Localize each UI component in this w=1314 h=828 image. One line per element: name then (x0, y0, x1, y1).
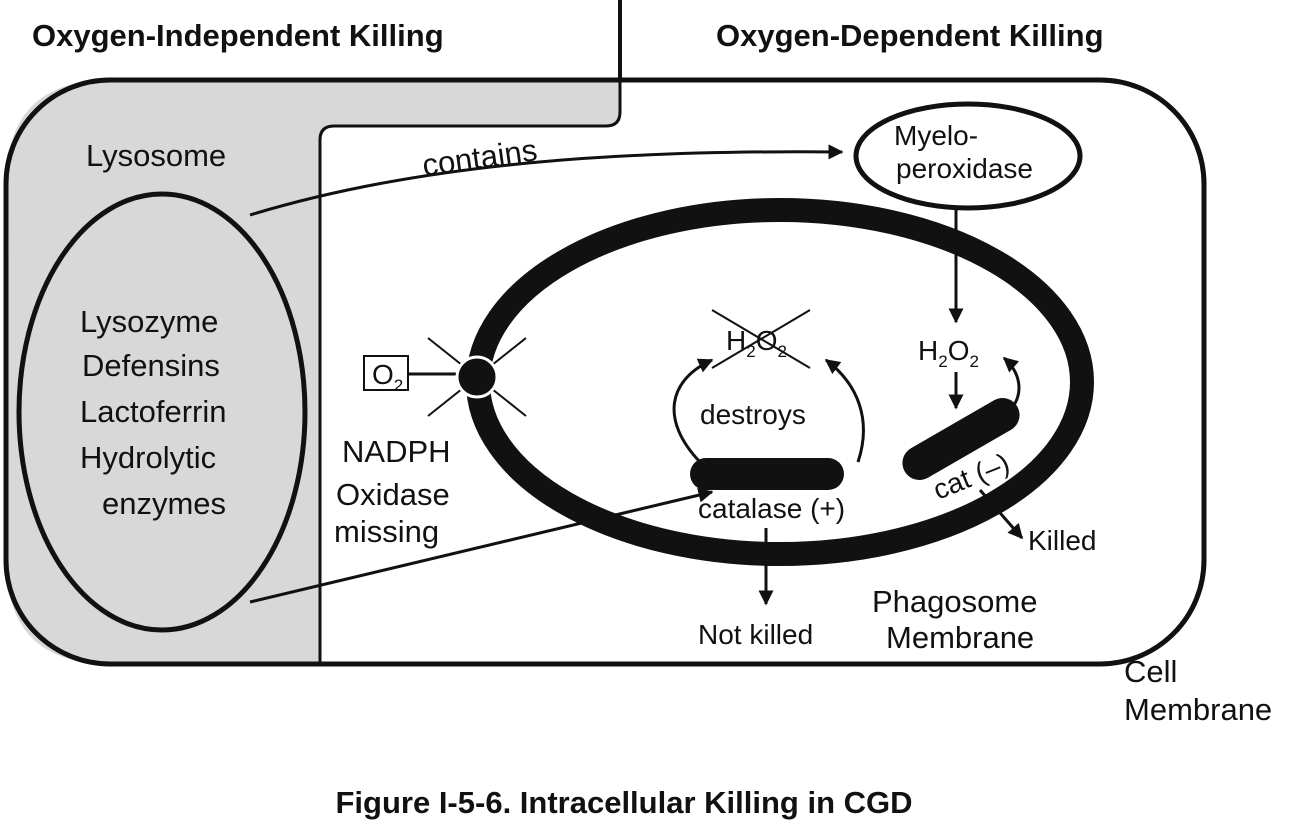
oxidase-label: Oxidase (336, 477, 450, 512)
content-enzymes: enzymes (102, 486, 226, 521)
content-defensins: Defensins (82, 348, 220, 383)
nadph-oxidase-icon (455, 355, 499, 399)
oxygen-dependent-header: Oxygen-Dependent Killing (716, 18, 1104, 53)
lysosome-region (6, 80, 620, 664)
killed-label: Killed (1028, 525, 1096, 556)
killed-arrow (978, 489, 1024, 540)
myeloperoxidase-ellipse (853, 101, 1083, 211)
o2-symbol: O2 (372, 359, 403, 395)
h2o2-label: H2O2 (918, 335, 979, 371)
granule-ellipse (16, 191, 308, 633)
lysosome-label: Lysosome (86, 138, 226, 173)
catalase-left-curve-arrow (672, 358, 714, 464)
myeloperoxidase-line2: peroxidase (896, 153, 1033, 184)
not-killed-label: Not killed (698, 619, 813, 650)
catalase-positive-bacterium (690, 458, 844, 490)
catalase-right-curve-arrow (824, 358, 865, 463)
myeloperoxidase-line1: Myelo- (894, 120, 978, 151)
catalase-negative-bacterium (902, 398, 1020, 480)
contains-arrow (249, 144, 844, 217)
figure-caption: Figure I-5-6. Intracellular Killing in C… (335, 785, 912, 820)
catalase-positive-label: catalase (+) (698, 493, 845, 524)
destroys-label: destroys (700, 399, 806, 430)
lysosome-boundary (318, 80, 622, 664)
h2o2-cross-out (711, 309, 811, 369)
cell-membrane-label-line1: Cell (1124, 654, 1177, 689)
content-hydrolytic: Hydrolytic (80, 440, 216, 475)
content-lysozyme: Lysozyme (80, 304, 218, 339)
cell-membrane-label-line2: Membrane (1124, 692, 1272, 727)
oxygen-independent-header: Oxygen-Independent Killing (32, 18, 444, 53)
contains-label: contains (420, 132, 539, 183)
granule-to-phagosome-arrow (249, 487, 714, 604)
nadph-label: NADPH (342, 434, 451, 469)
content-lactoferrin: Lactoferrin (80, 394, 226, 429)
crossed-h2o2-label: H2O2 (726, 325, 787, 361)
missing-label: missing (334, 514, 439, 549)
cell-membrane (3, 77, 1207, 667)
phagosome-label-line2: Membrane (886, 620, 1034, 655)
phagosome-label-line1: Phagosome (872, 584, 1037, 619)
